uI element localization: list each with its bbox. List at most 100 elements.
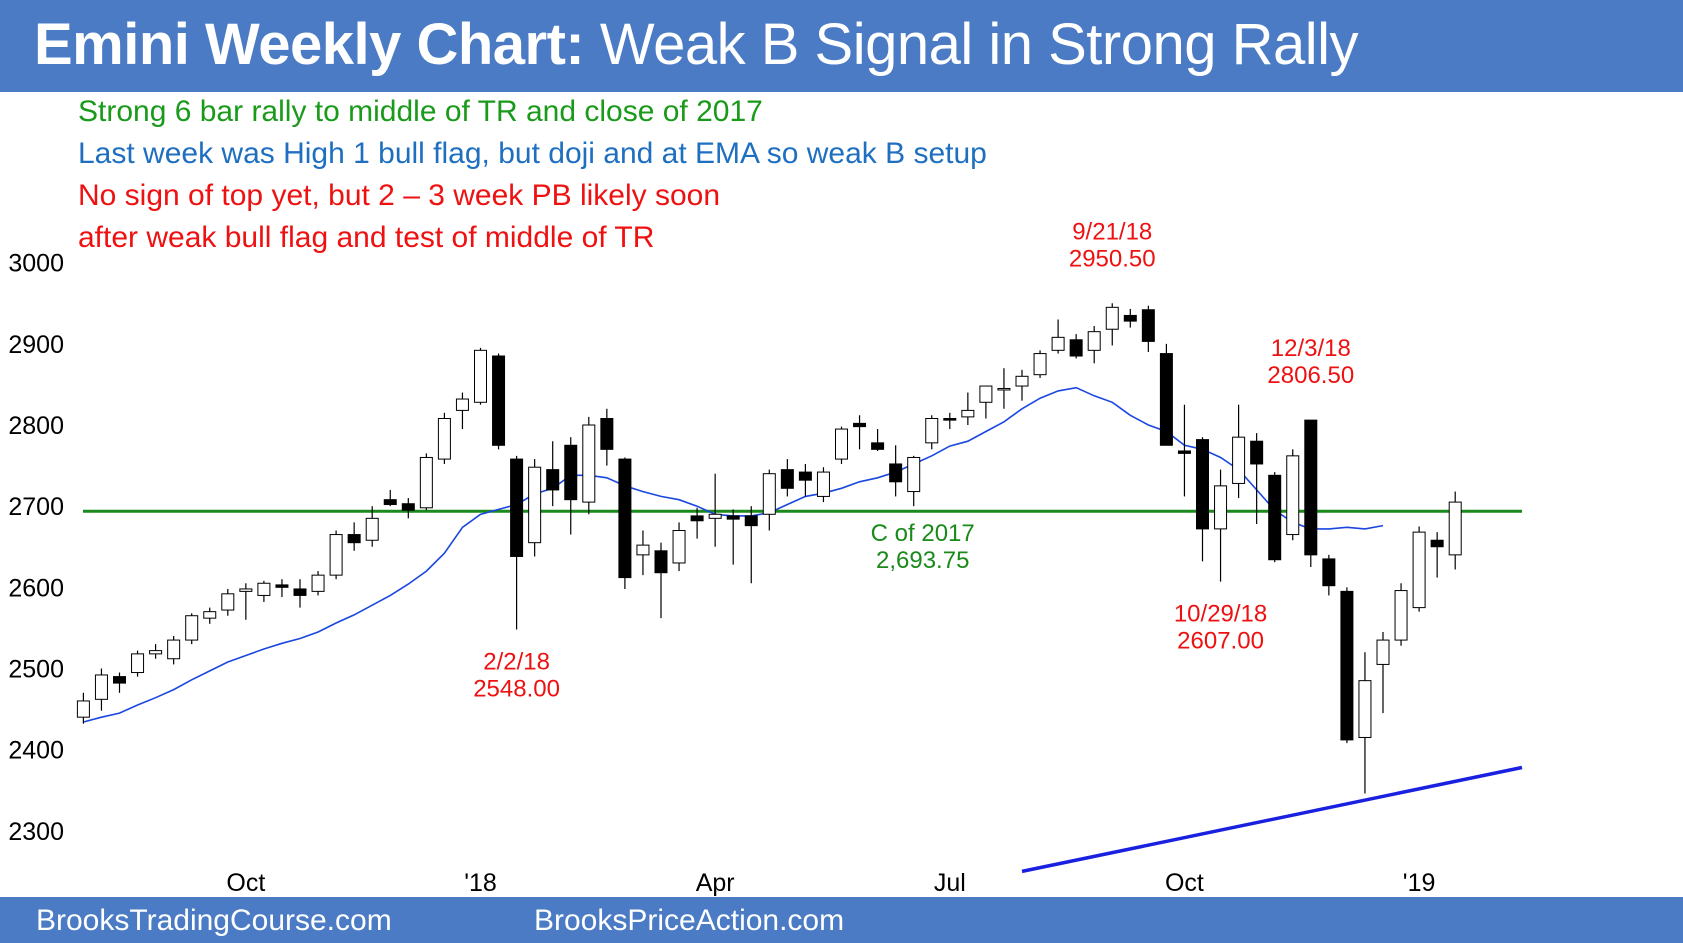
candle <box>961 392 975 425</box>
candle <box>907 455 921 507</box>
bull-candle-body <box>672 530 686 564</box>
bull-candle-body <box>167 639 181 660</box>
y-tick-label: 2400 <box>8 737 64 765</box>
bear-candle-body <box>510 458 524 557</box>
annotation-price: 2548.00 <box>473 676 560 703</box>
bear-candle-body <box>546 469 560 491</box>
y-tick-label: 3000 <box>8 250 64 278</box>
candle <box>329 530 343 580</box>
candle <box>1232 404 1246 499</box>
candle <box>871 429 885 451</box>
bull-candle-body <box>149 650 163 655</box>
candle <box>853 415 867 450</box>
candle <box>455 392 469 430</box>
candle <box>203 607 217 624</box>
candle <box>419 453 433 511</box>
candle <box>726 509 740 565</box>
candle <box>239 583 253 620</box>
commentary-line-2: Last week was High 1 bull flag, but doji… <box>78 137 987 170</box>
candle <box>1286 449 1300 541</box>
bull-candle-body <box>1214 485 1228 530</box>
candles <box>76 303 1462 794</box>
candle <box>925 415 939 450</box>
footer-site-left[interactable]: BrooksTradingCourse.com <box>36 904 392 937</box>
candle <box>293 579 307 608</box>
bear-candle-body <box>618 458 632 579</box>
candle <box>131 650 145 677</box>
bull-candle-body <box>203 611 217 619</box>
y-axis-ticks: 2300 2400 2500 2600 2700 2800 2900 3000 <box>8 250 64 846</box>
bull-candle-body <box>1286 455 1300 536</box>
candle <box>1322 554 1336 596</box>
y-tick-label: 2600 <box>8 574 64 602</box>
bear-candle-body <box>1196 439 1209 530</box>
bull-candle-body <box>762 473 776 515</box>
y-tick-label: 2800 <box>8 412 64 440</box>
bull-candle-body <box>1015 375 1029 387</box>
bull-candle-body <box>455 398 469 411</box>
bull-candle-body <box>835 428 848 460</box>
bull-candle-body <box>131 653 145 674</box>
candle <box>762 469 776 531</box>
bear-candle-body <box>889 463 903 483</box>
annotation-date: 2/2/18 <box>483 649 550 676</box>
bull-candle-body <box>1376 639 1390 665</box>
bear-candle-body <box>492 355 506 446</box>
annotation-price: 2,693.75 <box>876 547 969 574</box>
candle <box>1412 526 1426 612</box>
bull-candle-body <box>1394 590 1408 641</box>
bull-candle-body <box>708 513 722 519</box>
annotation-date: 9/21/18 <box>1072 218 1152 245</box>
candle <box>528 459 542 557</box>
footer-site-right[interactable]: BrooksPriceAction.com <box>534 904 845 937</box>
annotation-date: 10/29/18 <box>1174 601 1267 628</box>
candle <box>1159 343 1173 446</box>
candle <box>708 473 722 547</box>
candle <box>1123 308 1137 328</box>
bear-candle-body <box>726 515 740 520</box>
bear-candle-body <box>654 550 668 574</box>
bull-candle-body <box>365 517 379 541</box>
bull-candle-body <box>1448 501 1462 556</box>
candle <box>1448 491 1462 570</box>
commentary-line-3: No sign of top yet, but 2 – 3 week PB li… <box>78 179 721 212</box>
bull-candle-body <box>1033 353 1047 376</box>
candle <box>654 542 668 619</box>
candle <box>798 463 812 497</box>
candle <box>780 459 794 497</box>
bull-candle-body <box>997 387 1011 391</box>
bull-candle-body <box>1412 531 1426 609</box>
bull-candle-body <box>816 471 830 497</box>
bear-candle-body <box>1159 353 1173 446</box>
annotation-price: 2806.50 <box>1267 362 1354 389</box>
candle <box>546 441 560 507</box>
candle <box>889 445 903 497</box>
bear-candle-body <box>744 515 758 527</box>
weekly-candlestick-chart: 2300 2400 2500 2600 2700 2800 2900 3000 Oct '18 A… <box>8 218 1523 897</box>
y-tick-label: 2900 <box>8 331 64 359</box>
x-tick-label: Oct <box>226 869 265 897</box>
candle <box>1105 303 1119 346</box>
candle <box>185 613 199 645</box>
candle <box>113 672 126 693</box>
bull-candle-body <box>979 385 993 403</box>
candle <box>347 522 361 551</box>
x-tick-label: '19 <box>1403 869 1436 897</box>
x-axis-ticks: Oct '18 Apr Jul Oct '19 <box>226 869 1435 897</box>
candle <box>564 437 578 535</box>
bear-candle-body <box>798 471 812 481</box>
bear-candle-body <box>600 418 614 450</box>
candle <box>1430 532 1444 578</box>
x-tick-label: '18 <box>464 869 497 897</box>
candle <box>1268 472 1282 563</box>
candle <box>835 426 848 464</box>
y-tick-label: 2700 <box>8 493 64 521</box>
candle <box>167 636 181 665</box>
bull-candle-body <box>528 466 542 544</box>
bear-candle-body <box>1123 314 1137 322</box>
candle <box>437 412 451 464</box>
candle <box>1394 583 1408 646</box>
bear-candle-body <box>1069 339 1083 357</box>
candle <box>1304 419 1318 568</box>
candle <box>618 457 632 589</box>
